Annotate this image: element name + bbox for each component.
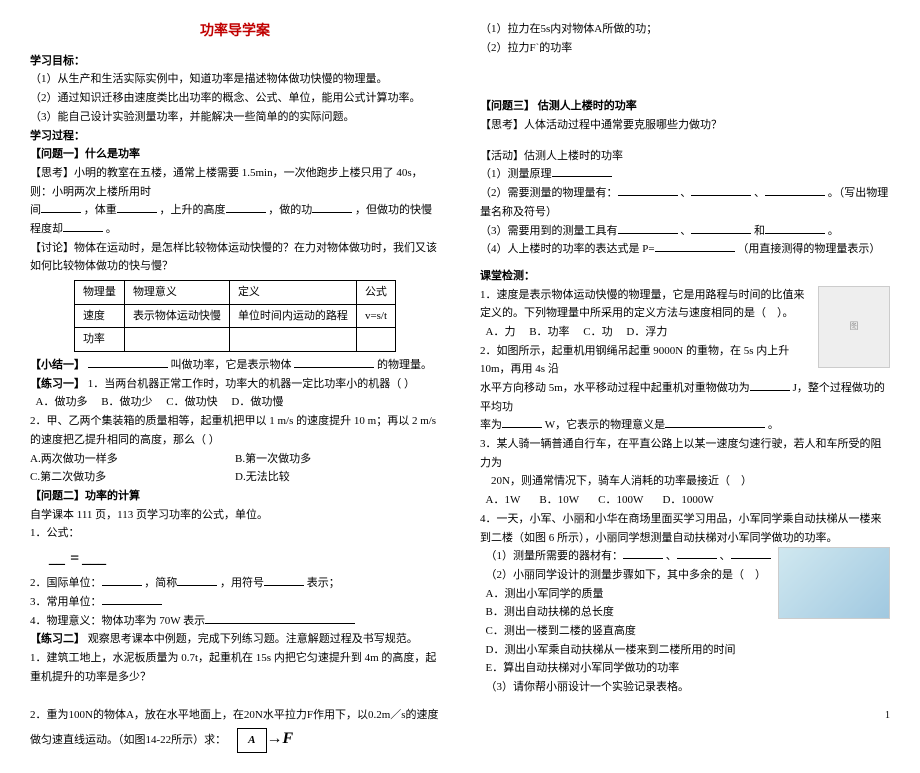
q1-heading: 【问题一】什么是功率 <box>30 145 440 164</box>
t1-wrap: 图 1．速度是表示物体运动快慢的物理量，它是用路程与时间的比值来定义的。下列物理… <box>480 286 890 436</box>
goal-1: （1）从生产和生活实际实例中，知道功率是描述物体做功快慢的物理量。 <box>30 70 440 89</box>
ex1-q2-opts: A.两次做功一样多 B.第一次做功多 <box>30 450 440 469</box>
crane-image-icon: 图 <box>818 286 890 368</box>
q2-self: 自学课本 111 页，113 页学习功率的公式，单位。 <box>30 506 440 525</box>
t2d: 率为 W，它表示的物理意义是 。 <box>480 416 890 435</box>
summary1: 【小结一】 叫做功率，它是表示物体 的物理量。 <box>30 356 440 375</box>
r-top1: （1）拉力在5s内对物体A所做的功； <box>480 20 890 39</box>
q3-act: 【活动】估测人上楼时的功率 <box>480 147 890 166</box>
t4-3: （3）请你帮小丽设计一个实验记录表格。 <box>480 678 890 697</box>
page-number: 1 <box>480 707 890 724</box>
th-1: 物理量 <box>74 281 124 305</box>
q1-line2: 间 ，体重 ，上升的高度 ，做的功 ，但做功的快慢程度却 。 <box>30 201 440 238</box>
r-top2: （2）拉力F`的功率 <box>480 39 890 58</box>
goal-2: （2）通过知识迁移由速度类比出功率的概念、公式、单位，能用公式计算功率。 <box>30 89 440 108</box>
q2-l1: 1．公式： <box>30 524 440 543</box>
q3-think: 【思考】人体活动过程中通常要克服哪些力做功？ <box>480 116 890 135</box>
doc-title: 功率导学案 <box>30 20 440 44</box>
ex2-q2: 2．重为100N的物体A，放在水平地面上，在20N水平拉力F作用下，以0.2m／… <box>30 706 440 753</box>
goal-3: （3）能自己设计实验测量功率，并能解决一些简单的的实际问题。 <box>30 108 440 127</box>
th-3: 定义 <box>229 281 356 305</box>
compare-table: 物理量 物理意义 定义 公式 速度 表示物体运动快慢 单位时间内运动的路程 v=… <box>74 280 396 352</box>
q3-l3: （3）需要用到的测量工具有 、 和 。 <box>480 222 890 241</box>
t3-opts: A．1W B．10W C．100W D．1000W <box>480 491 890 510</box>
t4-c: C．测出一楼到二楼的竖直高度 <box>480 622 890 641</box>
q3-l1: （1）测量原理 <box>480 165 890 184</box>
th-2: 物理意义 <box>124 281 229 305</box>
ex2: 【练习二】 观察思考课本中例题，完成下列练习题。注意解题过程及书写规范。 <box>30 630 440 649</box>
left-column: 功率导学案 学习目标： （1）从生产和生活实际实例中，知道功率是描述物体做功快慢… <box>30 20 440 753</box>
q3-l2: （2）需要测量的物理量有： 、 、 。（写出物理量名称及符号） <box>480 184 890 221</box>
t3b: 20N，则通常情况下，骑车人消耗的功率最接近（ ） <box>480 472 890 491</box>
t4: 4．一天，小军、小丽和小华在商场里面买学习用品，小军同学乘自动扶梯从一楼来到二楼… <box>480 510 890 547</box>
ex2-q1: 1．建筑工地上，水泥板质量为 0.7t，起重机在 15s 内把它匀速提升到 4m… <box>30 649 440 686</box>
ex1: 【练习一】 1．当两台机器正常工作时，功率大的机器一定比功率小的机器（ ） <box>30 375 440 394</box>
th-4: 公式 <box>356 281 395 305</box>
q2-heading: 【问题二】功率的计算 <box>30 487 440 506</box>
t4-e: E．算出自动扶梯对小军同学做功的功率 <box>480 659 890 678</box>
escalator-image-icon <box>778 547 890 619</box>
t3: 3．某人骑一辆普通自行车，在平直公路上以某一速度匀速行驶，若人和车所受的阻力为 <box>480 435 890 472</box>
t4-wrap: 4．一天，小军、小丽和小华在商场里面买学习用品，小军同学乘自动扶梯从一楼来到二楼… <box>480 510 890 697</box>
diagram-box-a: A <box>237 728 266 753</box>
right-column: （1）拉力在5s内对物体A所做的功； （2）拉力F`的功率 【问题三】 估测人上… <box>480 20 890 753</box>
test-heading: 课堂检测： <box>480 267 890 286</box>
q2-l4: 4．物理意义：物体功率为 70W 表示 <box>30 612 440 631</box>
q1-discuss: 【讨论】物体在运动时，是怎样比较物体运动快慢的？在力对物体做功时，我们又该如何比… <box>30 239 440 276</box>
q2-l2: 2．国际单位： ，简称 ，用符号 表示； <box>30 574 440 593</box>
q3-l4: （4）人上楼时的功率的表达式是 P= （用直接测得的物理量表示） <box>480 240 890 259</box>
ex1-q2: 2．甲、乙两个集装箱的质量相等，起重机把甲以 1 m/s 的速度提升 10 m；… <box>30 412 440 449</box>
ex1-opts: A．做功多 B．做功少 C．做功快 D．做功慢 <box>30 393 440 412</box>
arrow-f-icon: →F <box>267 730 294 747</box>
goals-heading: 学习目标： <box>30 52 440 71</box>
q1-think: 【思考】小明的教室在五楼，通常上楼需要 1.5min，一次他跑步上楼只用了 40… <box>30 164 440 201</box>
process-heading: 学习过程： <box>30 127 440 146</box>
formula-blank: __ = ___ <box>50 545 440 572</box>
q1-think-text: 【思考】小明的教室在五楼，通常上楼需要 1.5min，一次他跑步上楼只用了 40… <box>30 167 423 198</box>
q2-l3: 3．常用单位： <box>30 593 440 612</box>
t2b: 水平方向移动 5m，水平移动过程中起重机对重物做功为 J，整个过程做功的平均功 <box>480 379 890 416</box>
q3-heading: 【问题三】 估测人上楼时的功率 <box>480 97 890 116</box>
